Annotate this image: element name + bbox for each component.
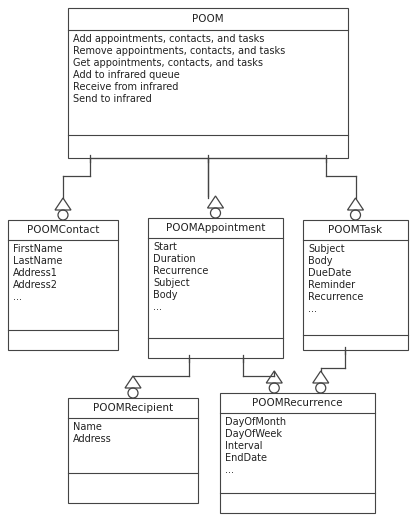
Text: POOMTask: POOMTask: [328, 225, 383, 235]
Text: DayOfMonth: DayOfMonth: [225, 417, 286, 427]
Text: Interval: Interval: [225, 441, 263, 451]
Text: LastName: LastName: [13, 256, 62, 266]
Text: Remove appointments, contacts, and tasks: Remove appointments, contacts, and tasks: [73, 46, 285, 56]
Text: Address: Address: [73, 434, 112, 444]
Text: Subject: Subject: [308, 244, 344, 254]
Text: Get appointments, contacts, and tasks: Get appointments, contacts, and tasks: [73, 58, 263, 68]
Text: DayOfWeek: DayOfWeek: [225, 429, 282, 439]
Text: EndDate: EndDate: [225, 453, 267, 463]
Text: POOMRecurrence: POOMRecurrence: [252, 398, 343, 408]
Text: ...: ...: [308, 304, 317, 314]
Bar: [68, 8, 348, 158]
Text: Recurrence: Recurrence: [308, 292, 364, 302]
Text: POOMAppointment: POOMAppointment: [166, 223, 265, 233]
Text: Add appointments, contacts, and tasks: Add appointments, contacts, and tasks: [73, 34, 264, 44]
Bar: [148, 218, 283, 358]
Text: Address1: Address1: [13, 268, 58, 278]
Text: Receive from infrared: Receive from infrared: [73, 82, 178, 92]
Text: Body: Body: [308, 256, 332, 266]
Text: DueDate: DueDate: [308, 268, 352, 278]
Text: Reminder: Reminder: [308, 280, 355, 290]
Text: POOMRecipient: POOMRecipient: [93, 403, 173, 413]
Bar: [68, 398, 198, 503]
Text: POOMContact: POOMContact: [27, 225, 99, 235]
Text: POOM: POOM: [192, 14, 224, 24]
Text: Recurrence: Recurrence: [153, 266, 208, 276]
Text: Start: Start: [153, 242, 177, 252]
Text: FirstName: FirstName: [13, 244, 63, 254]
Bar: [303, 220, 408, 350]
Bar: [220, 393, 375, 513]
Text: Body: Body: [153, 290, 178, 300]
Text: ...: ...: [225, 465, 234, 475]
Text: Duration: Duration: [153, 254, 195, 264]
Text: Name: Name: [73, 422, 102, 432]
Text: ...: ...: [13, 292, 22, 302]
Text: Subject: Subject: [153, 278, 190, 288]
Bar: [8, 220, 118, 350]
Text: Send to infrared: Send to infrared: [73, 94, 152, 104]
Text: Add to infrared queue: Add to infrared queue: [73, 70, 180, 80]
Text: Address2: Address2: [13, 280, 58, 290]
Text: ...: ...: [153, 302, 162, 312]
